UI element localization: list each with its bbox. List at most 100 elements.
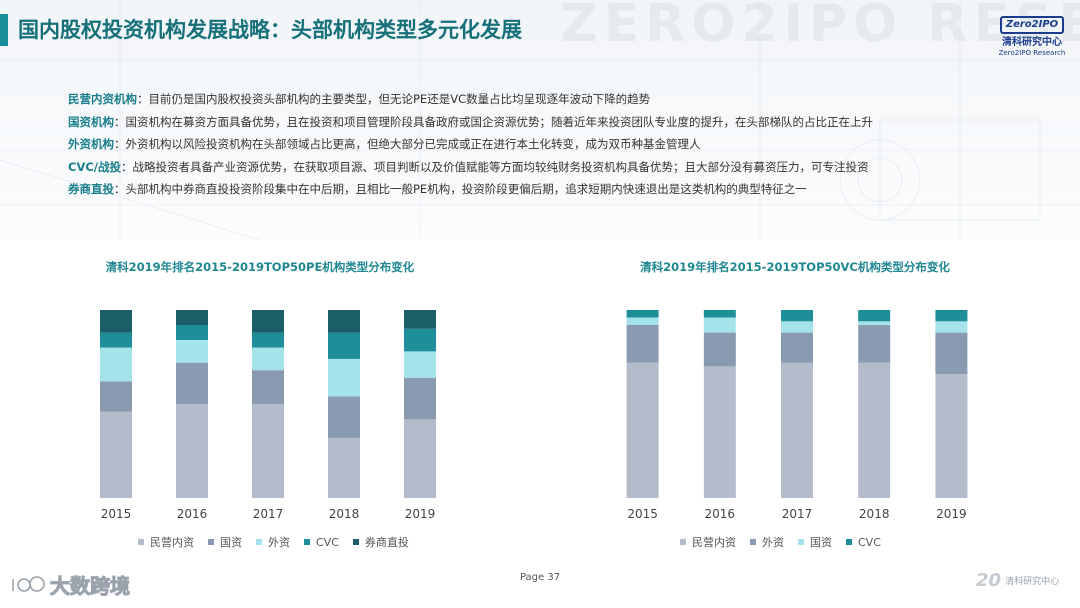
bullet-minying: 民营内资机构：目前仍是国内股权投资头部机构的主要类型，但无论PE还是VC数量占比…	[68, 88, 1068, 111]
page-title: 国内股权投资机构发展战略：头部机构类型多元化发展	[18, 18, 522, 42]
pe-legend-swatch	[352, 539, 359, 545]
vc-x-tick-label: 2019	[936, 507, 967, 521]
pe-bar-2019-series-2	[404, 351, 436, 378]
bullet-label: 券商直投	[68, 182, 114, 196]
pe-legend-label: 外资	[268, 536, 290, 549]
pe-bar-2018-series-1	[328, 396, 360, 438]
pe-bar-2015-series-1	[100, 381, 132, 412]
blueprint-pattern	[0, 0, 1080, 240]
vc-bar-2019-series-3	[935, 310, 968, 322]
vc-legend-label: 国资	[810, 536, 832, 549]
bullet-cvc: CVC/战投：战略投资者具备产业资源优势，在获取项目源、项目判断以及价值赋能等方…	[68, 156, 1068, 179]
pe-legend-item: CVC	[304, 536, 339, 549]
vc-chart-title: 清科2019年排名2015-2019TOP50VC机构类型分布变化	[640, 260, 950, 274]
vc-legend-label: 外资	[762, 536, 784, 549]
vc-bar-2018-series-2	[858, 321, 891, 326]
vc-legend-label: CVC	[858, 535, 881, 549]
pe-bar-2015-series-2	[100, 347, 132, 382]
pe-legend-label: CVC	[316, 535, 339, 549]
pe-bar-2016-series-1	[176, 362, 208, 404]
vc-legend-swatch	[798, 539, 804, 545]
pe-legend-label: 券商直投	[364, 536, 409, 549]
vc-legend-item: 民营内资	[680, 534, 736, 550]
pe-legend-swatch	[138, 539, 144, 545]
pe-legend-item: 外资	[256, 534, 290, 550]
vc-bar-2017-series-0	[781, 362, 813, 498]
pe-legend-label: 国资	[220, 536, 242, 549]
pe-bar-2018-series-0	[328, 437, 360, 498]
pe-bar-2017-series-3	[252, 332, 284, 348]
vc-bar-2019-series-1	[935, 332, 968, 374]
logo-cn: 清科研究中心	[1002, 37, 1062, 48]
vc-legend-item: CVC	[846, 536, 881, 549]
vc-bar-2015-series-0	[626, 362, 659, 498]
bullet-text: ：目前仍是国内股权投资头部机构的主要类型，但无论PE还是VC数量占比均呈现逐年波…	[137, 92, 651, 106]
pe-bar-2015-series-3	[100, 332, 132, 348]
vc-legend-label: 民营内资	[692, 536, 736, 549]
pe-bar-2016-series-3	[176, 325, 208, 340]
vc-bar-2016-series-3	[703, 310, 736, 318]
header-background: ZERO2IPO RESEARCH	[0, 0, 1080, 240]
page-number: Page 37	[519, 572, 561, 583]
bullet-label: CVC/战投	[68, 159, 121, 174]
brand-left: 大数跨境	[10, 570, 131, 599]
pe-bar-2017-series-4	[252, 310, 284, 333]
bullet-guozi: 国资机构：国资机构在募资方面具备优势，且在投资和项目管理阶段具备政府或国企资源优…	[68, 111, 1068, 134]
vc-bar-2015-series-3	[626, 310, 659, 318]
bullet-list: 民营内资机构：目前仍是国内股权投资头部机构的主要类型，但无论PE还是VC数量占比…	[68, 88, 1068, 201]
pe-bar-2016-series-0	[176, 404, 208, 498]
bullet-label: 民营内资机构	[68, 92, 137, 106]
vc-legend-item: 国资	[798, 534, 832, 550]
vc-x-tick-label: 2017	[782, 507, 813, 521]
pe-legend-item: 民营内资	[138, 534, 194, 550]
zero2ipo-logo: Zero2IPO 清科研究中心 Zero2IPO Research	[997, 12, 1067, 58]
vc-bar-2016-series-2	[703, 317, 736, 333]
bullet-text: ：战略投资者具备产业资源优势，在获取项目源、项目判断以及价值赋能等方面均较纯财务…	[120, 159, 869, 174]
pe-bar-2016-series-4	[176, 310, 208, 325]
pe-bar-2015-series-4	[100, 310, 132, 333]
vc-bar-2017-series-2	[781, 321, 813, 333]
brand-right-number: 20	[976, 570, 1002, 591]
vc-legend-item: 外资	[750, 534, 784, 550]
vc-bar-2015-series-2	[626, 317, 659, 325]
bullet-text: ：头部机构中券商直投投资阶段集中在中后期，且相比一般PE机构，投资阶段更偏后期，…	[114, 182, 807, 196]
pe-legend-item: 券商直投	[352, 534, 409, 550]
pe-bar-2017-series-1	[252, 370, 284, 404]
pe-bar-2019-series-0	[404, 419, 436, 498]
vc-bar-2016-series-1	[703, 332, 736, 367]
vc-x-tick-label: 2016	[705, 507, 736, 521]
vc-bar-2018-series-0	[858, 362, 891, 498]
bullet-text: ：外资机构以风险投资机构在头部领域占比更高，但绝大部分已完成或正在进行本土化转变…	[114, 137, 701, 151]
pe-legend-swatch	[208, 539, 214, 545]
pe-legend-label: 民营内资	[150, 536, 194, 549]
pe-x-tick-label: 2015	[101, 507, 132, 521]
pe-x-tick-label: 2018	[329, 507, 360, 521]
vc-bar-2017-series-1	[781, 332, 813, 363]
brand-right-text: 清科研究中心	[1005, 577, 1060, 587]
brand-right: 20 清科研究中心	[976, 570, 1059, 591]
bullet-waizi: 外资机构：外资机构以风险投资机构在头部领域占比更高，但绝大部分已完成或正在进行本…	[68, 133, 1068, 156]
pe-bar-2018-series-4	[328, 310, 360, 333]
bullet-text: ：国资机构在募资方面具备优势，且在投资和项目管理阶段具备政府或国企资源优势；随着…	[114, 114, 873, 129]
pe-x-tick-label: 2019	[405, 507, 436, 521]
vc-bar-2019-series-0	[935, 373, 968, 498]
vc-legend-swatch	[846, 539, 852, 545]
pe-bar-2019-series-4	[404, 310, 436, 329]
vc-legend-swatch	[680, 539, 686, 545]
bullet-quanshang: 券商直投：头部机构中券商直投投资阶段集中在中后期，且相比一般PE机构，投资阶段更…	[68, 178, 1068, 201]
vc-bar-2019-series-2	[935, 321, 968, 333]
pe-bar-2017-series-0	[252, 404, 284, 498]
pe-x-tick-label: 2016	[177, 507, 208, 521]
vc-bar-2018-series-1	[858, 325, 891, 363]
pe-x-tick-label: 2017	[253, 507, 284, 521]
title-accent-bar	[0, 14, 8, 46]
pe-chart-legend: 民营内资 国资 外资 CVC 券商直投	[138, 534, 423, 550]
vc-bar-2018-series-3	[858, 310, 891, 322]
pe-legend-swatch	[304, 539, 310, 545]
pe-bar-2019-series-3	[404, 328, 436, 352]
vc-x-tick-label: 2015	[627, 507, 658, 521]
pe-bar-2015-series-0	[100, 411, 132, 498]
vc-chart-legend: 民营内资 外资 国资 CVC	[680, 534, 895, 550]
pe-legend-item: 国资	[208, 534, 242, 550]
